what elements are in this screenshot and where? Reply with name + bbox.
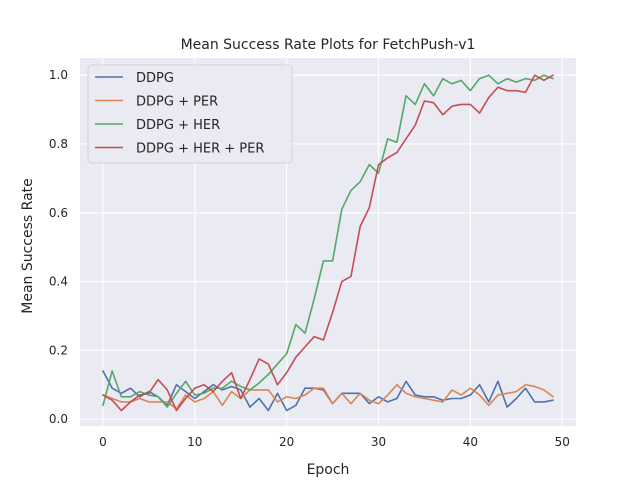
x-tick-label: 50	[555, 435, 570, 449]
y-tick-label: 0.8	[49, 137, 68, 151]
series-line-2	[102, 74, 554, 408]
legend-label: DDPG + PER	[136, 95, 218, 110]
x-tick-label: 0	[99, 435, 107, 449]
x-tick-labels: 0 10 20 30 40 50	[99, 435, 570, 449]
y-axis-label: Mean Success Rate	[20, 178, 36, 314]
x-tick-label: 30	[371, 435, 386, 449]
grid-lines	[80, 58, 576, 426]
y-tick-label: 0.0	[49, 412, 68, 426]
legend-frame	[87, 64, 293, 164]
x-tick-label: 20	[279, 435, 294, 449]
legend-label: DDPG + HER + PER	[136, 142, 264, 157]
legend-label: DDPG + HER	[136, 118, 220, 133]
y-tick-label: 0.4	[49, 275, 68, 289]
x-tick-label: 10	[187, 435, 202, 449]
chart-title: Mean Success Rate Plots for FetchPush-v1	[181, 37, 476, 53]
y-tick-label: 0.2	[49, 343, 68, 357]
series-lines	[102, 74, 554, 412]
legend-label: DDPG	[136, 71, 174, 86]
legend: DDPG DDPG + PER DDPG + HER DDPG + HER + PER	[87, 64, 293, 164]
x-tick-label: 40	[463, 435, 478, 449]
y-tick-label: 1.0	[49, 68, 68, 82]
x-axis-label: Epoch	[307, 462, 350, 478]
y-tick-labels: 0.0 0.2 0.4 0.6 0.8 1.0	[49, 68, 68, 426]
series-line-1	[102, 383, 554, 410]
y-tick-label: 0.6	[49, 206, 68, 220]
series-line-3	[102, 74, 554, 412]
